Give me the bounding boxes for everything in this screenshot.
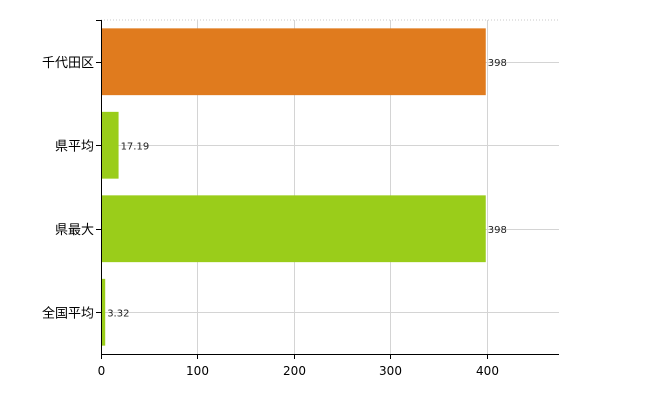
bar (102, 28, 486, 96)
data-label: 398 (488, 58, 507, 69)
data-label: 3.32 (107, 308, 129, 319)
category-label: 県最大 (55, 223, 94, 238)
bar (102, 278, 106, 346)
labels: 398 千代田区 17.19 県平均 398 県最大 3.32 全国平均 0 100 200 300 4… (42, 56, 507, 378)
category-label: 県平均 (55, 139, 94, 154)
x-tick-label: 300 (379, 364, 402, 378)
x-tick-label: 400 (476, 364, 499, 378)
axes (96, 20, 559, 359)
bar (102, 111, 119, 179)
x-tick-label: 100 (186, 364, 209, 378)
data-label: 398 (488, 225, 507, 236)
data-label: 17.19 (121, 141, 150, 152)
bar (102, 195, 486, 263)
x-tick-label: 200 (283, 364, 306, 378)
bars (102, 28, 486, 346)
category-label: 全国平均 (42, 305, 94, 321)
category-label: 千代田区 (42, 56, 94, 71)
x-tick-label: 0 (98, 364, 106, 378)
